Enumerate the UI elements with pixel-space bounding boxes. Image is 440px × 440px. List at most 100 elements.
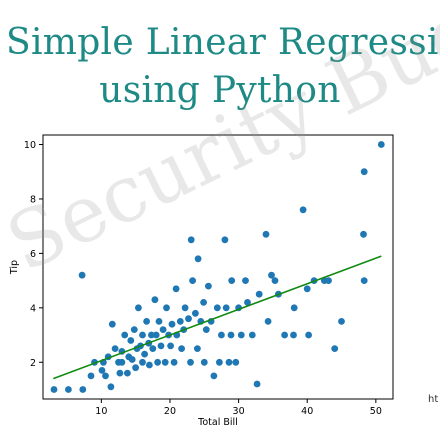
- x-tick-label: 20: [164, 406, 176, 417]
- data-point: [290, 304, 298, 312]
- data-point: [242, 277, 249, 284]
- data-point: [338, 318, 345, 325]
- data-point: [167, 342, 175, 350]
- data-point: [189, 277, 197, 284]
- data-point: [159, 326, 167, 333]
- data-point: [187, 236, 195, 244]
- x-tick-label: 30: [233, 406, 245, 417]
- data-point: [87, 372, 95, 380]
- data-point: [135, 304, 142, 312]
- data-point: [262, 230, 270, 238]
- data-point: [157, 342, 165, 350]
- data-point: [111, 345, 119, 352]
- data-point: [151, 296, 159, 304]
- y-tick-label: 8: [30, 194, 36, 205]
- data-point: [290, 331, 297, 339]
- data-point: [139, 358, 146, 366]
- data-point: [187, 358, 194, 366]
- y-tick-label: 6: [30, 249, 36, 260]
- data-point: [205, 282, 212, 290]
- data-point: [360, 277, 368, 284]
- data-point: [143, 318, 151, 325]
- data-point: [221, 236, 229, 244]
- data-point: [305, 331, 312, 339]
- data-point: [228, 277, 236, 284]
- data-point: [244, 299, 251, 306]
- data-point: [130, 326, 138, 333]
- data-point: [237, 331, 245, 339]
- data-point: [185, 315, 192, 323]
- data-point: [218, 331, 225, 339]
- y-axis-ticks: 2 4 6 8 10: [24, 140, 43, 369]
- data-point: [152, 331, 160, 339]
- data-point: [181, 304, 189, 312]
- y-axis-label: Tip: [9, 260, 20, 275]
- y-tick-label: 10: [24, 140, 36, 151]
- page-title-line-1: Simple Linear Regressio: [6, 22, 440, 63]
- data-point: [121, 331, 129, 339]
- data-point: [377, 141, 385, 148]
- data-point: [222, 304, 230, 312]
- data-point: [192, 309, 199, 317]
- data-point: [161, 358, 169, 366]
- data-point: [132, 364, 140, 372]
- data-point: [200, 358, 208, 366]
- x-axis-label: Total Bill: [197, 417, 238, 428]
- data-point: [78, 271, 86, 279]
- data-point: [232, 358, 240, 366]
- data-point: [127, 337, 135, 344]
- data-point: [271, 277, 279, 284]
- data-point: [128, 356, 136, 363]
- data-point: [331, 345, 339, 352]
- data-point: [213, 304, 221, 312]
- x-tick-label: 10: [95, 406, 107, 417]
- data-point: [141, 350, 149, 358]
- data-point: [146, 361, 153, 369]
- data-point: [253, 380, 261, 388]
- data-point: [325, 277, 332, 284]
- data-point: [194, 255, 202, 263]
- data-point: [50, 386, 58, 393]
- data-point: [178, 345, 186, 352]
- data-point: [172, 285, 180, 293]
- data-point: [102, 372, 109, 380]
- data-point: [227, 331, 235, 339]
- x-tick-label: 50: [370, 406, 382, 417]
- data-point: [200, 299, 208, 306]
- data-point: [281, 331, 288, 339]
- data-point: [155, 318, 163, 325]
- data-point: [194, 345, 201, 352]
- data-point: [303, 285, 311, 293]
- data-point: [163, 304, 170, 312]
- data-point: [107, 383, 115, 391]
- data-point: [170, 358, 178, 366]
- data-point: [248, 331, 256, 339]
- y-tick-label: 4: [30, 303, 36, 314]
- data-point: [154, 358, 162, 366]
- data-point: [139, 331, 146, 339]
- data-point: [255, 290, 263, 298]
- data-point: [202, 326, 210, 333]
- data-point: [216, 358, 223, 366]
- data-point: [148, 331, 155, 339]
- data-point: [268, 271, 275, 279]
- data-point: [98, 367, 106, 374]
- regression-line: [53, 255, 382, 380]
- data-point: [149, 345, 157, 352]
- data-point: [65, 386, 72, 393]
- data-point: [176, 318, 184, 325]
- data-point: [116, 369, 124, 377]
- data-point: [360, 230, 367, 238]
- data-point: [124, 369, 131, 377]
- page-title-line-2: using Python: [99, 70, 341, 111]
- data-point: [79, 386, 87, 393]
- data-point: [225, 358, 233, 366]
- plot-area-frame: [42, 134, 394, 400]
- data-point: [264, 318, 272, 325]
- data-point: [118, 358, 126, 366]
- x-axis-ticks: 10 20 30 40 50: [95, 399, 382, 417]
- corner-url-fragment: ht: [428, 394, 439, 405]
- data-point: [210, 372, 218, 380]
- y-tick-label: 2: [30, 358, 36, 369]
